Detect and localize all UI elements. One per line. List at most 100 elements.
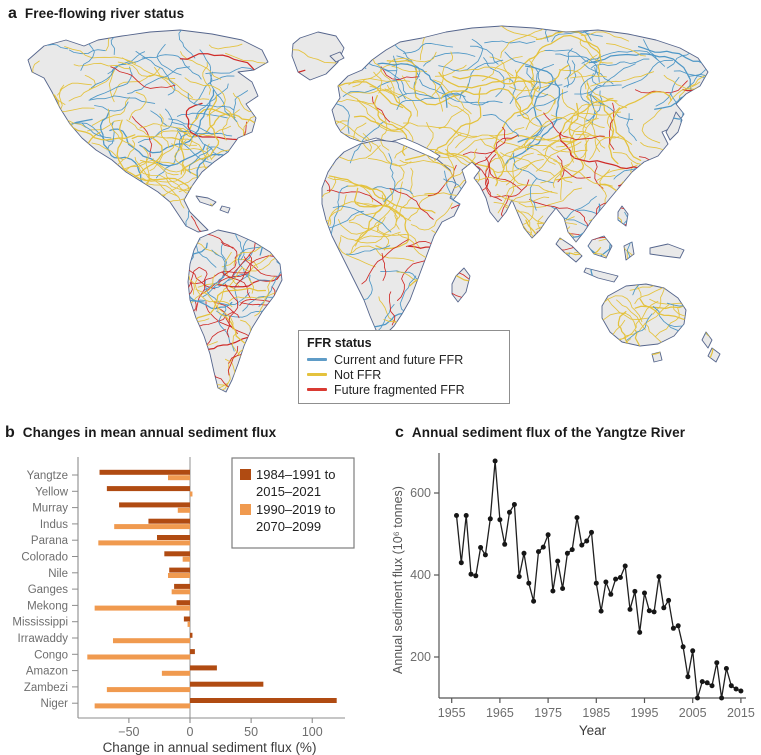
river-line [357,99,390,151]
axis-text: 1955 [438,706,466,720]
river-line [152,158,179,176]
river-line [542,137,570,151]
data-point [603,579,609,585]
river-line [535,141,582,172]
legend-item-label: Future fragmented FFR [334,382,465,397]
data-point [516,574,522,580]
data-point [699,679,705,685]
river-line [410,202,453,231]
river-line [89,66,133,100]
bar-segment [119,502,190,508]
river-line [159,113,170,149]
river-line [221,271,251,299]
river-line [580,31,630,42]
category-label: Yangtze [27,470,68,482]
category-label: Mississippi [12,617,68,629]
river-line [396,97,437,110]
river-line [154,66,210,101]
river-line [585,85,598,122]
river-line [348,78,411,86]
river-line [566,338,632,368]
river-line [438,109,464,130]
river-line [545,111,622,123]
river-line [637,45,720,67]
river-line [176,112,228,119]
bar-segment [190,491,193,497]
river-line [608,102,615,150]
river-line [396,254,432,302]
river-line [208,43,243,50]
axis-text: 2005 [679,706,707,720]
river-line [517,65,554,143]
panel-a-name: Free-flowing river status [24,6,185,21]
river-line [564,54,598,80]
river-line [617,177,680,234]
river-line [575,133,620,139]
river-line [393,55,406,100]
bar-segment [94,605,190,611]
river-line [90,51,146,89]
data-point [622,563,628,569]
river-line [446,133,462,179]
legend-item-future-fragmented-ffr: Future fragmented FFR [307,382,501,397]
legend-box [231,457,355,549]
panel-c-letter: c [395,424,404,441]
river-line [617,310,675,356]
river-line [579,38,613,64]
river-line [617,300,659,340]
river-line [535,30,602,76]
axis-text: 0 [187,725,194,739]
data-point [569,547,575,553]
river-line [214,163,270,193]
river-line [107,57,148,75]
river-line [586,93,634,121]
bar-segment [94,703,190,709]
data-point [555,558,561,564]
river-line [606,107,620,138]
river-line [607,298,650,320]
river-line [581,50,658,64]
bar-segment [190,681,264,687]
category-label: Irrawaddy [18,633,69,645]
category-label: Amazon [26,666,68,678]
data-point [666,597,672,603]
river-line [346,245,391,256]
river-line [681,101,718,125]
river-line [566,48,573,88]
bar-segment [161,670,190,676]
river-line [493,201,532,239]
river-line [381,252,387,281]
panel-c-title: c Annual sediment flux of the Yangtze Ri… [395,424,685,442]
river-line [386,59,469,106]
legend-label-line: 2015–2021 [256,484,321,499]
river-line [129,192,166,220]
legend-label-line: 2070–2099 [256,519,321,534]
river-line [602,295,643,323]
river-line [616,299,646,331]
river-line [330,185,349,239]
data-point [478,545,484,550]
river-line [605,202,658,235]
line-axes: 200 400 600 1955 1965 1975 1985 1995 2005 2015 Yea… [391,453,755,738]
data-point [531,598,537,604]
river-line [388,51,437,64]
river-line [300,253,347,284]
river-line [529,177,538,211]
data-point [502,541,508,547]
river-line [168,118,233,137]
bar-segment [177,507,190,513]
data-point [545,532,551,538]
data-point [738,688,744,694]
bar-segment [148,518,190,524]
river-line [423,295,445,318]
river-line [468,26,538,39]
river-line [225,283,239,338]
panel-b-title: b Changes in mean annual sediment flux [5,424,276,442]
river-line [64,46,137,64]
data-point [598,608,604,614]
river-line [139,159,216,175]
river-line [390,121,414,159]
river-line [109,128,206,167]
river-line [218,254,253,283]
